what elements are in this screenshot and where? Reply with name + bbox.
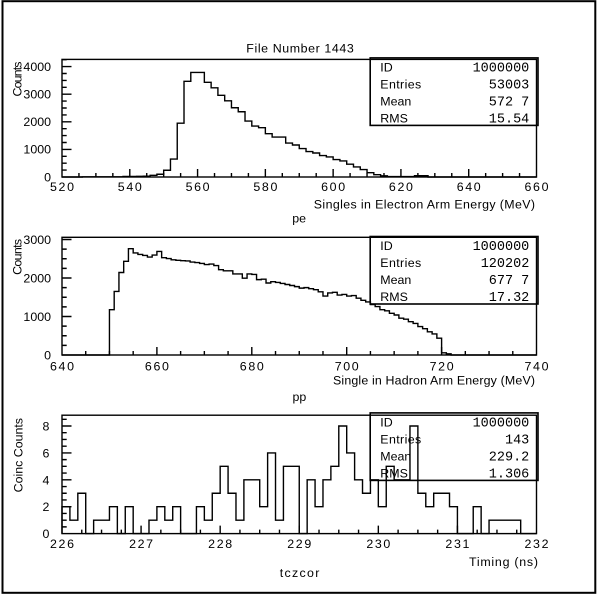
svg-text:226: 226 [50, 537, 74, 551]
svg-text:Coinc Counts: Coinc Counts [12, 418, 26, 492]
svg-text:677 7: 677 7 [489, 274, 530, 289]
svg-text:580: 580 [253, 180, 277, 194]
svg-text:8: 8 [42, 420, 49, 434]
svg-text:Single in Hadron Arm Energy (M: Single in Hadron Arm Energy (MeV) [333, 373, 535, 387]
svg-text:740: 740 [525, 359, 549, 373]
svg-text:53003: 53003 [489, 78, 530, 93]
svg-text:Mean: Mean [380, 94, 411, 108]
svg-text:File Number 1443: File Number 1443 [246, 41, 354, 55]
svg-text:RMS: RMS [380, 290, 408, 304]
svg-text:4: 4 [42, 473, 49, 487]
svg-text:2000: 2000 [23, 271, 51, 285]
svg-text:229: 229 [287, 537, 311, 551]
svg-text:Entries: Entries [380, 256, 421, 270]
svg-text:Mean: Mean [380, 273, 411, 287]
svg-text:227: 227 [129, 537, 153, 551]
svg-text:230: 230 [366, 537, 390, 551]
svg-text:2000: 2000 [23, 115, 51, 129]
svg-text:600: 600 [321, 180, 345, 194]
svg-text:1000000: 1000000 [473, 416, 530, 431]
svg-text:720: 720 [430, 359, 454, 373]
svg-text:1000: 1000 [23, 310, 51, 324]
svg-text:tczcor: tczcor [280, 566, 320, 580]
svg-text:229.2: 229.2 [489, 450, 530, 465]
svg-text:6: 6 [42, 446, 49, 460]
svg-text:RMS: RMS [380, 466, 408, 480]
svg-text:ID: ID [380, 415, 392, 429]
svg-text:0: 0 [44, 170, 51, 184]
svg-text:640: 640 [457, 180, 481, 194]
svg-text:640: 640 [50, 359, 74, 373]
svg-text:231: 231 [445, 537, 469, 551]
svg-text:0: 0 [44, 348, 51, 362]
svg-text:Counts: Counts [10, 62, 24, 97]
svg-text:232: 232 [525, 537, 549, 551]
svg-text:680: 680 [240, 359, 264, 373]
svg-text:1000000: 1000000 [473, 61, 530, 76]
svg-text:120202: 120202 [481, 257, 530, 272]
svg-text:Mean: Mean [380, 449, 411, 463]
svg-text:143: 143 [505, 433, 529, 448]
svg-text:660: 660 [145, 359, 169, 373]
svg-text:Counts: Counts [10, 239, 24, 275]
svg-text:0: 0 [42, 527, 49, 541]
svg-text:ID: ID [380, 60, 392, 74]
svg-text:1.306: 1.306 [489, 467, 530, 482]
svg-text:Timing (ns): Timing (ns) [469, 555, 538, 569]
svg-text:3000: 3000 [23, 233, 51, 247]
svg-text:540: 540 [118, 180, 142, 194]
svg-text:ID: ID [380, 239, 392, 253]
svg-text:1000000: 1000000 [473, 240, 530, 255]
svg-text:pe: pe [292, 212, 306, 226]
svg-text:Entries: Entries [380, 77, 421, 91]
svg-text:Entries: Entries [380, 432, 421, 446]
svg-text:572 7: 572 7 [489, 95, 530, 110]
svg-text:620: 620 [389, 180, 413, 194]
svg-text:pp: pp [293, 390, 307, 404]
svg-text:228: 228 [208, 537, 232, 551]
svg-text:2: 2 [42, 500, 49, 514]
svg-text:1000: 1000 [23, 143, 51, 157]
svg-text:700: 700 [335, 359, 359, 373]
svg-text:Singles in Electron Arm Energy: Singles in Electron Arm Energy (MeV) [314, 198, 535, 212]
svg-text:560: 560 [186, 180, 210, 194]
svg-text:520: 520 [50, 180, 74, 194]
svg-text:3000: 3000 [23, 88, 51, 102]
svg-text:RMS: RMS [380, 111, 408, 125]
svg-text:660: 660 [525, 180, 549, 194]
svg-text:4000: 4000 [23, 60, 51, 74]
svg-text:15.54: 15.54 [489, 112, 530, 127]
svg-text:17.32: 17.32 [489, 291, 530, 306]
